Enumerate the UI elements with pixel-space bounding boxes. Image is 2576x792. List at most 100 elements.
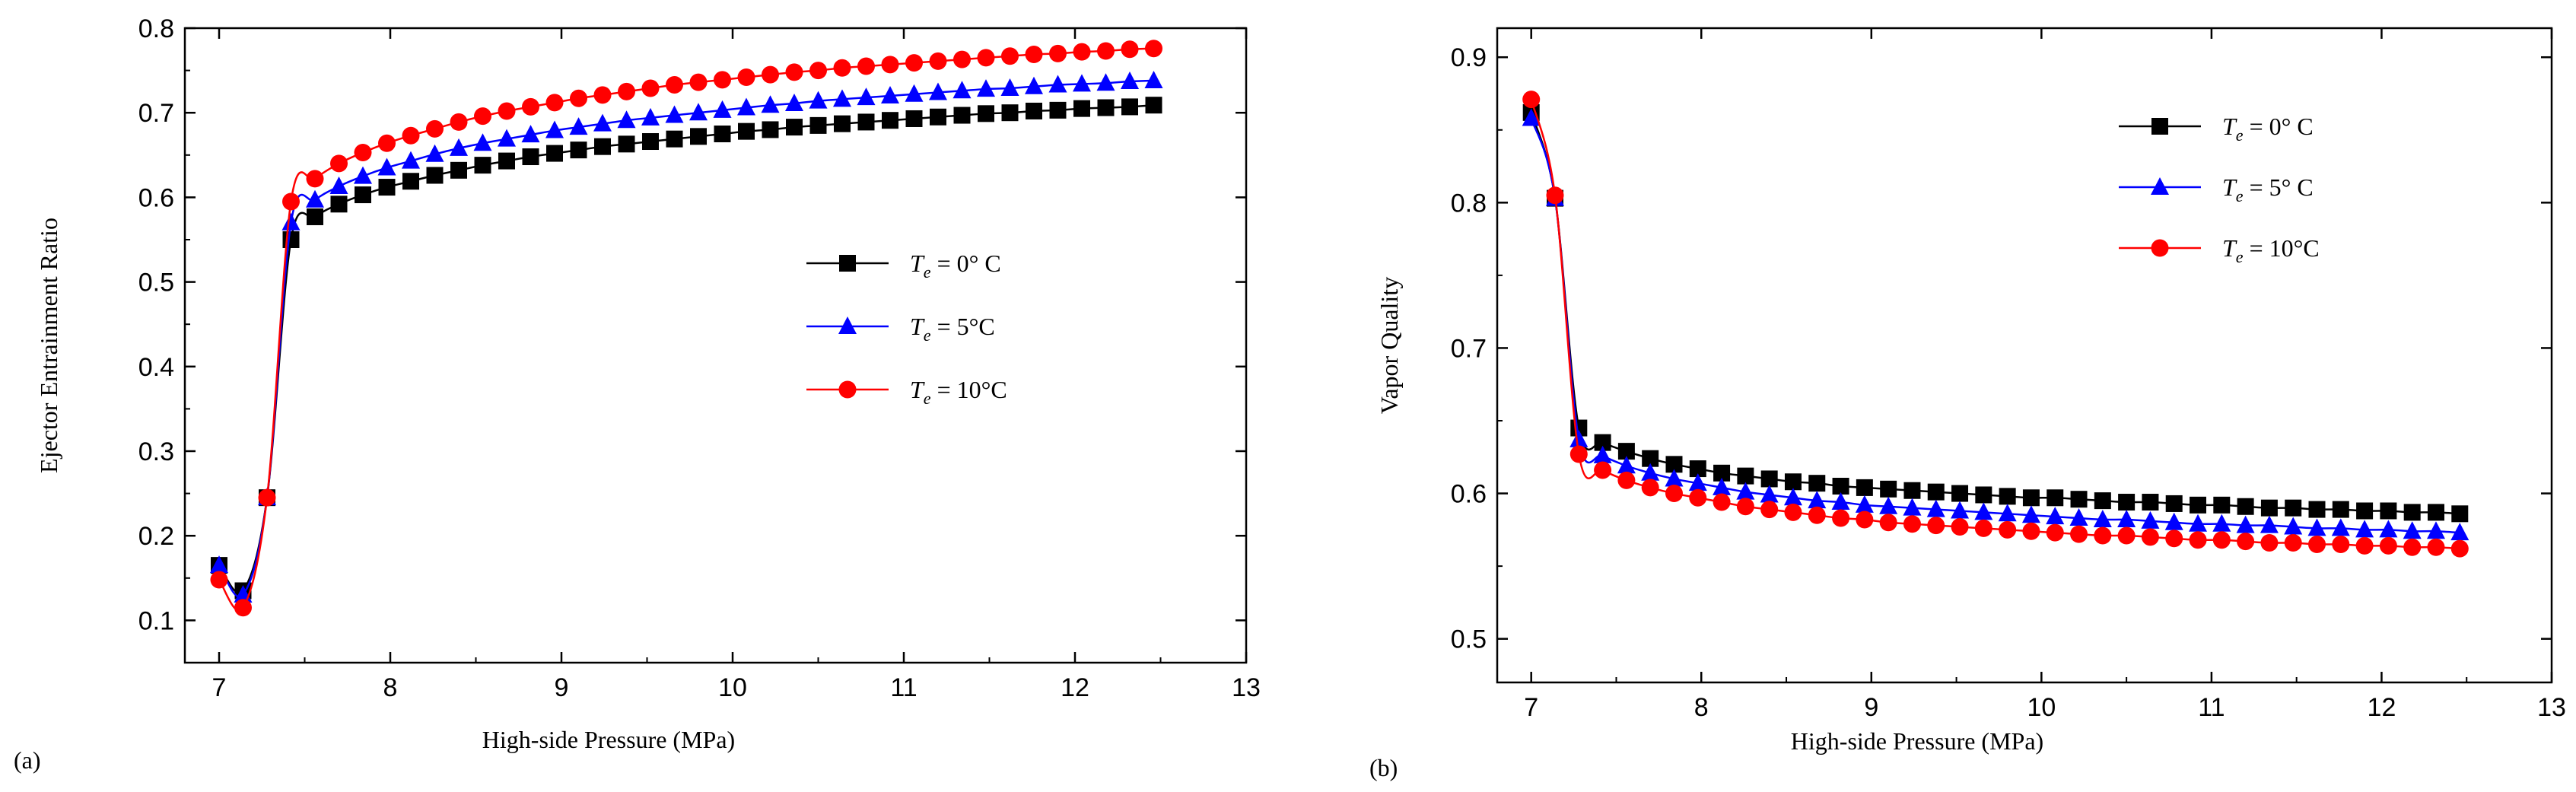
data-point: [2450, 523, 2469, 541]
plot-frame: [1496, 27, 2553, 684]
data-point: [2307, 518, 2326, 536]
y-axis-title: Ejector Entrainment Ratio: [35, 218, 62, 473]
data-point: [1760, 485, 1779, 503]
x-tick-label: 10: [2027, 693, 2056, 722]
data-point: [570, 89, 587, 107]
series-2: [210, 40, 1162, 617]
data-point: [2403, 521, 2422, 539]
data-point: [2285, 499, 2302, 517]
data-point: [2069, 508, 2088, 526]
data-point: [545, 94, 564, 112]
data-point: [1594, 461, 1612, 479]
data-point: [2332, 501, 2349, 518]
panel-label: (b): [1369, 754, 1398, 781]
data-point: [833, 89, 851, 107]
data-point: [2165, 530, 2183, 548]
series-1: [1522, 108, 2469, 541]
data-point: [1665, 456, 1683, 473]
data-point: [1951, 501, 1970, 519]
data-point: [1025, 76, 1043, 94]
y-tick-label: 0.2: [138, 522, 174, 551]
data-point: [425, 144, 444, 162]
x-tick-label: 9: [1864, 693, 1878, 722]
data-point: [689, 73, 708, 91]
data-point: [2426, 521, 2445, 539]
data-point: [1808, 506, 1826, 524]
x-tick-label: 11: [890, 673, 917, 702]
data-point: [521, 125, 540, 143]
data-point: [498, 129, 516, 147]
data-point: [1880, 480, 1897, 498]
data-point: [2164, 512, 2183, 530]
data-point: [1000, 78, 1019, 96]
data-point: [1641, 463, 1660, 481]
y-tick-label: 0.7: [138, 99, 174, 128]
data-point: [785, 63, 803, 81]
data-point: [665, 105, 684, 123]
x-tick-label: 8: [1694, 693, 1709, 722]
data-point: [905, 54, 923, 72]
data-point: [306, 170, 324, 188]
x-tick-label: 9: [555, 673, 569, 702]
data-point: [474, 157, 491, 174]
data-point: [498, 102, 516, 120]
data-point: [2118, 494, 2136, 511]
data-point: [2356, 502, 2374, 520]
plot-frame: [183, 27, 1248, 664]
x-tick-label: 11: [2198, 693, 2225, 722]
data-point: [258, 488, 276, 507]
y-tick-label: 0.8: [1451, 189, 1487, 218]
data-point: [1737, 467, 1754, 485]
data-point: [330, 196, 348, 213]
chart-panel-b: 7 8 9 10 11 12 13 0.5 0.6 0.7 0.8 0.9 High-side Pres…: [1369, 27, 2566, 781]
data-point: [355, 186, 371, 204]
data-point: [2260, 534, 2279, 552]
data-point: [1593, 445, 1612, 463]
data-point: [785, 93, 803, 111]
data-point: [1522, 91, 1541, 109]
data-point: [1736, 498, 1754, 516]
data-point: [378, 134, 396, 152]
data-point: [1145, 97, 1162, 114]
legend-entry: Te = 0° C: [910, 250, 1001, 281]
data-point: [809, 62, 827, 80]
x-axis-title: High-side Pressure (MPa): [1791, 727, 2043, 755]
data-point: [1903, 482, 1921, 499]
data-point: [762, 65, 779, 84]
legend-entry: Te = 0° C: [2222, 113, 2314, 145]
data-point: [2260, 515, 2279, 533]
data-point: [2331, 518, 2350, 536]
data-point: [2212, 531, 2231, 549]
data-point: [641, 79, 660, 97]
data-point: [474, 107, 491, 126]
data-point: [594, 138, 611, 155]
y-tick-label: 0.3: [138, 437, 174, 466]
data-point: [1121, 72, 1139, 90]
data-point: [1856, 511, 1874, 529]
data-point: [2308, 501, 2326, 518]
data-point: [377, 157, 396, 176]
data-point: [2379, 536, 2397, 555]
data-point: [2022, 489, 2040, 507]
data-point: [1783, 488, 1802, 506]
data-point: [1665, 485, 1683, 503]
data-point: [306, 189, 324, 208]
data-point: [2308, 535, 2326, 553]
data-point: [1831, 492, 1850, 511]
data-point: [1974, 519, 1992, 537]
data-point: [210, 555, 228, 574]
data-point: [761, 95, 780, 113]
data-point: [402, 126, 420, 145]
data-point: [210, 571, 228, 589]
data-point: [2355, 536, 2374, 555]
data-point: [1073, 43, 1091, 61]
data-point: [1073, 74, 1091, 92]
series-line: [1530, 112, 2460, 515]
data-point: [2260, 499, 2278, 517]
data-point: [1927, 483, 1945, 501]
data-point: [1665, 469, 1684, 487]
legend-marker: [838, 316, 857, 334]
data-point: [1048, 75, 1067, 93]
data-point: [1903, 515, 1921, 533]
